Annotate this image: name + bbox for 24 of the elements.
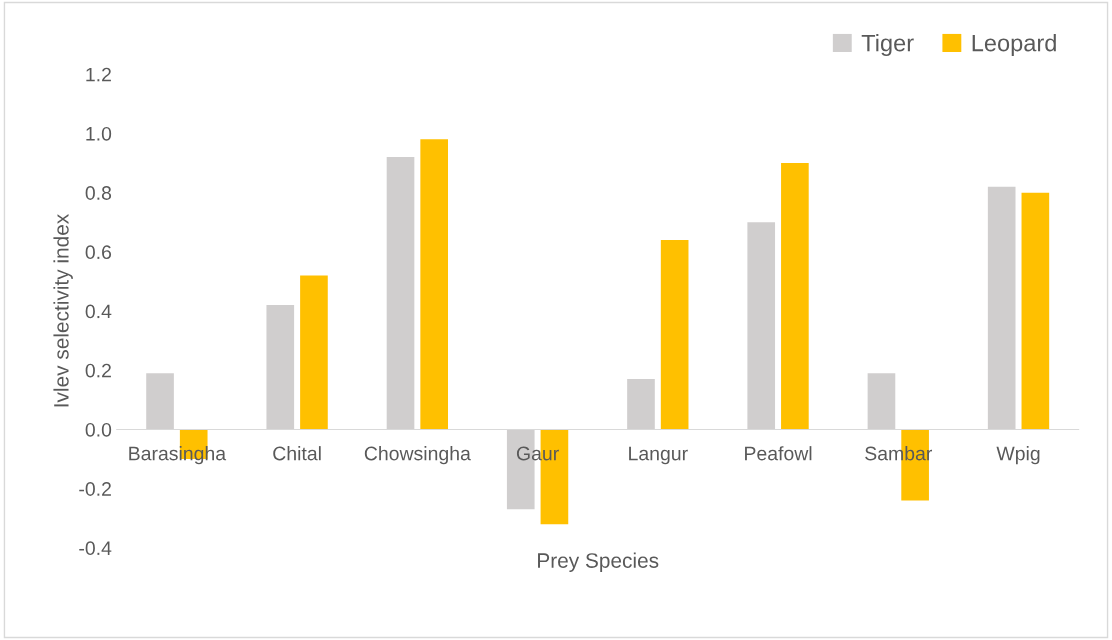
legend-label: Leopard	[972, 34, 1056, 57]
bar	[420, 139, 449, 430]
bar	[660, 240, 689, 430]
x-tick-label: Barasingha	[129, 446, 227, 465]
y-tick-label: 0.0	[85, 422, 112, 437]
x-tick-label: Wpig	[996, 446, 1040, 465]
x-tick-label: Chital	[273, 446, 321, 461]
y-axis-title: Ivlev selectivity index	[53, 214, 73, 407]
x-axis-title: Prey Species	[538, 552, 659, 572]
x-tick-label: Peafowl	[745, 446, 812, 461]
y-tick-label: 0.2	[85, 363, 111, 378]
y-tick-label: 0.6	[85, 245, 112, 260]
y-tick-label: 0.4	[85, 304, 112, 319]
y-tick-label: 1.2	[86, 67, 111, 82]
bar	[781, 163, 809, 430]
y-tick-label: 0.8	[85, 186, 112, 200]
y-tick-label: -0.4	[79, 541, 112, 556]
bar	[1021, 192, 1050, 430]
y-tick-label: -0.2	[79, 482, 111, 496]
bar	[300, 275, 328, 430]
y-tick-label: 1.0	[86, 126, 112, 141]
x-tick-label: Langur	[629, 446, 688, 465]
legend-label: Tiger	[861, 34, 914, 57]
x-tick-label: Chowsingha	[364, 446, 471, 465]
